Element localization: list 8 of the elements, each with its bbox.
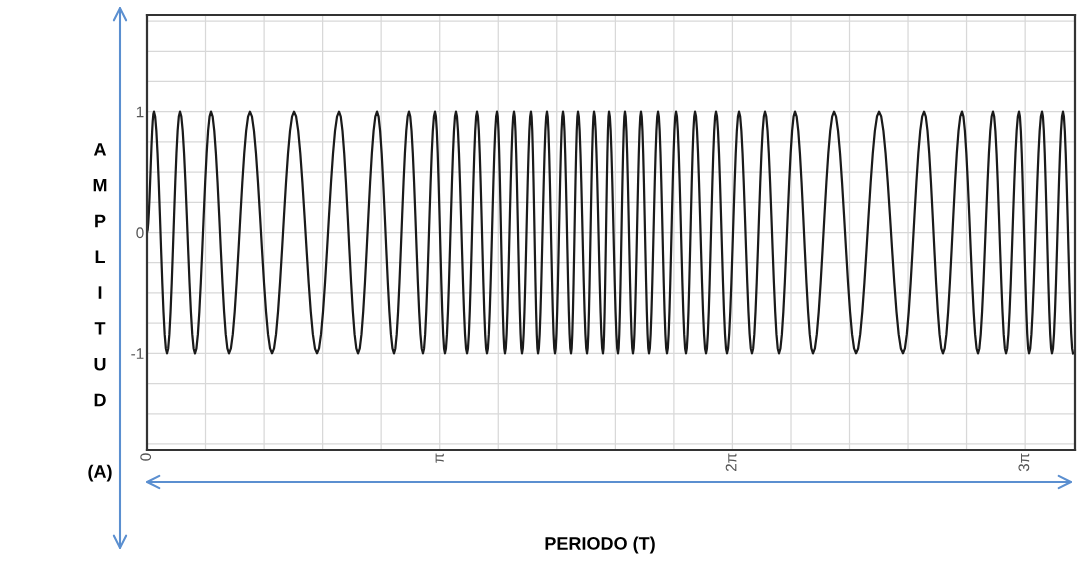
- x-tick-label: 2π: [725, 453, 737, 472]
- y-tick-label: 1: [136, 106, 144, 118]
- x-axis-title: PERIODO (T): [545, 536, 655, 554]
- y-tick-label: 0: [136, 227, 144, 239]
- x-tick-label: 3π: [1018, 453, 1030, 472]
- x-tick-label: π: [435, 453, 444, 463]
- y-tick-label: -1: [131, 348, 144, 359]
- text: AMPLITUD (A): [88, 143, 112, 482]
